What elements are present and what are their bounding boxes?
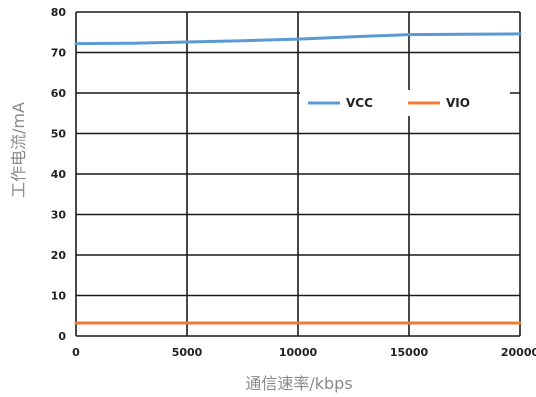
legend-label-vio: VIO bbox=[446, 96, 470, 110]
y-tick-label: 80 bbox=[51, 6, 67, 19]
series-line-vcc bbox=[74, 32, 522, 46]
y-tick-labels: 0 10 20 30 40 50 60 70 80 bbox=[51, 6, 67, 343]
y-axis-title: 工作电流/mA bbox=[9, 102, 28, 198]
y-tick-label: 0 bbox=[58, 330, 66, 343]
y-tick-label: 70 bbox=[51, 47, 67, 60]
legend: VCC VIO bbox=[308, 96, 470, 110]
x-tick-label: 15000 bbox=[390, 346, 429, 359]
x-tick-labels: 0 5000 10000 15000 20000 bbox=[72, 346, 536, 359]
x-tick-label: 0 bbox=[72, 346, 80, 359]
y-tick-label: 10 bbox=[51, 290, 67, 303]
grid bbox=[75, 11, 521, 337]
x-axis-title: 通信速率/kbps bbox=[245, 374, 352, 393]
series bbox=[74, 32, 522, 325]
y-tick-label: 40 bbox=[51, 168, 67, 181]
x-tick-label: 10000 bbox=[279, 346, 318, 359]
y-tick-label: 60 bbox=[51, 87, 67, 100]
y-tick-label: 50 bbox=[51, 128, 67, 141]
x-tick-label: 20000 bbox=[501, 346, 536, 359]
y-tick-label: 20 bbox=[51, 249, 67, 262]
x-tick-label: 5000 bbox=[172, 346, 203, 359]
y-tick-label: 30 bbox=[51, 209, 67, 222]
legend-label-vcc: VCC bbox=[346, 96, 373, 110]
